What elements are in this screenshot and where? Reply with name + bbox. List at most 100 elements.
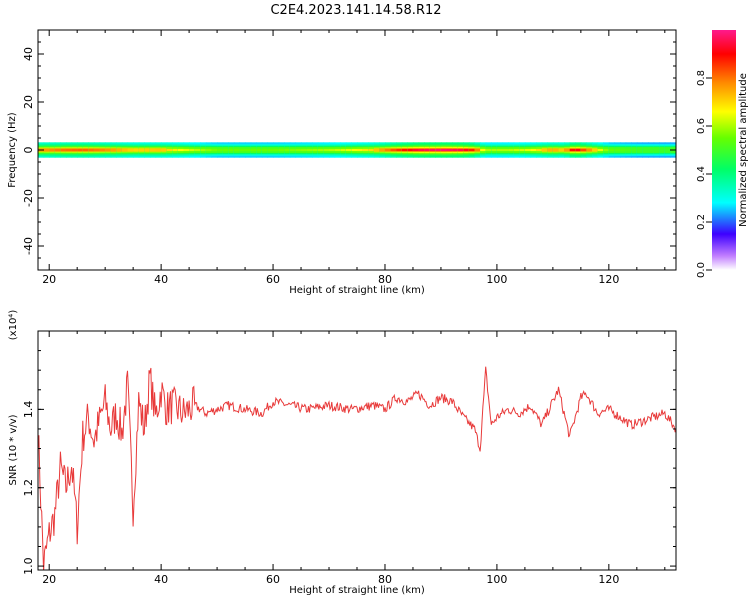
y-tick-label: 40 — [22, 47, 35, 61]
snr-scale-label: (x10⁴) — [8, 310, 19, 341]
spectrogram-cell — [547, 148, 554, 152]
x-tick-label: 120 — [598, 573, 619, 586]
y-tick-label: 1.2 — [22, 479, 35, 497]
spectrogram-cell — [121, 148, 129, 152]
spectrogram-cell — [379, 148, 386, 152]
spectrogram-cell — [636, 148, 644, 152]
snr-frame — [37, 330, 677, 571]
snr-ylabel: SNR (10 * v/v) — [8, 414, 19, 485]
spectrogram-xlabel: Height of straight line (km) — [289, 285, 425, 296]
spectrogram-cell — [88, 148, 95, 152]
spectrogram-cell — [155, 148, 162, 152]
spectrogram-cell — [664, 148, 672, 152]
spectrogram-cell — [161, 148, 168, 152]
spectrogram-cell — [317, 148, 325, 152]
spectrogram-cell — [485, 148, 492, 152]
spectrogram-cell — [653, 148, 660, 152]
spectrogram-cell — [116, 148, 123, 152]
spectrogram-cell — [513, 148, 520, 152]
spectrogram-cell — [508, 148, 515, 152]
spectrogram-cell — [541, 148, 548, 152]
colorbar-tick-label: 0.6 — [696, 118, 707, 134]
spectrogram-cell — [603, 148, 610, 152]
spectrogram-cell — [345, 148, 353, 152]
spectrogram-cell — [631, 148, 638, 152]
spectrogram-cell — [536, 148, 543, 152]
spectrogram-cell — [273, 148, 280, 152]
y-tick-label: -40 — [22, 237, 35, 255]
spectrogram-cell — [440, 148, 448, 152]
y-tick-label: 1.4 — [22, 401, 35, 419]
spectrogram-cell — [172, 148, 179, 152]
spectrogram-cell — [60, 148, 67, 152]
spectrogram-cell — [524, 148, 532, 152]
spectrogram-cell — [424, 148, 431, 152]
spectrogram-cell — [54, 148, 61, 152]
snr-ticks: 20 40 60 80 100 120 1.0 1.2 1.4 — [22, 331, 676, 586]
spectrogram-cell — [194, 148, 201, 152]
x-tick-label: 40 — [154, 573, 168, 586]
spectrogram-cell — [138, 148, 145, 152]
colorbar-label: Normalized spectral amplitude — [738, 73, 749, 227]
x-tick-label: 80 — [378, 273, 392, 286]
spectrogram-cell — [597, 148, 604, 152]
x-tick-label: 80 — [378, 573, 392, 586]
spectrogram-cell — [418, 148, 425, 152]
x-tick-label: 100 — [486, 273, 507, 286]
spectrogram-cell — [177, 148, 185, 152]
spectrogram-cell — [99, 148, 106, 152]
spectrogram-cell — [401, 148, 408, 152]
spectrogram-cell — [586, 148, 593, 152]
y-tick-label: 20 — [22, 95, 35, 109]
y-tick-label: 1.0 — [22, 557, 35, 575]
colorbar-tick-label: 0.8 — [696, 70, 707, 86]
spectrogram-cell — [334, 148, 341, 152]
spectrogram-cell — [312, 148, 319, 152]
spectrogram-cell — [228, 148, 235, 152]
spectrogram-cell — [329, 148, 336, 152]
spectrogram-cell — [648, 148, 655, 152]
spectrogram-cell — [429, 148, 436, 152]
spectrogram-cell — [211, 148, 218, 152]
spectrogram-cell — [82, 148, 89, 152]
spectrogram-cell — [110, 148, 117, 152]
spectrogram-cell — [496, 148, 504, 152]
spectrogram-cell — [362, 148, 369, 152]
spectrogram-ticks: 20 40 60 80 100 120 40 20 0 -20 -40 — [22, 30, 676, 286]
spectrogram-cell — [575, 148, 582, 152]
spectrogram-cell — [474, 148, 481, 152]
spectrogram-cell — [222, 148, 229, 152]
spectrogram-cell — [245, 148, 252, 152]
x-tick-label: 20 — [42, 573, 56, 586]
spectrogram-cell — [233, 148, 241, 152]
spectrogram-cell — [452, 148, 459, 152]
spectrogram-cell — [592, 148, 599, 152]
colorbar: 0.0 0.2 0.4 0.6 0.8 Normalized spectral ampl… — [696, 30, 749, 278]
spectrogram-cell — [357, 148, 364, 152]
spectrogram-cell — [519, 148, 526, 152]
spectrogram-cell — [144, 148, 151, 152]
colorbar-tick-label: 0.0 — [696, 262, 707, 278]
colorbar-ticks: 0.0 0.2 0.4 0.6 0.8 — [696, 70, 712, 278]
spectrogram-cell — [642, 148, 649, 152]
spectrogram-image — [38, 142, 676, 158]
spectrogram-cell — [368, 148, 375, 152]
colorbar-gradient — [712, 30, 736, 270]
spectrogram-cell — [261, 148, 269, 152]
x-tick-label: 60 — [266, 273, 280, 286]
spectrogram-cell — [608, 148, 616, 152]
x-tick-label: 120 — [598, 273, 619, 286]
spectrogram-cell — [530, 148, 537, 152]
spectrogram-cell — [323, 148, 330, 152]
spectrogram-cell — [340, 148, 347, 152]
x-tick-label: 40 — [154, 273, 168, 286]
spectrogram-cell — [468, 148, 476, 152]
spectrogram-cell — [306, 148, 313, 152]
spectrogram-cell — [205, 148, 213, 152]
spectrogram-cell — [127, 148, 134, 152]
spectrogram-cell — [65, 148, 73, 152]
spectrogram-cell — [390, 148, 397, 152]
spectrogram-cell — [569, 148, 576, 152]
spectrogram-cell — [625, 148, 632, 152]
